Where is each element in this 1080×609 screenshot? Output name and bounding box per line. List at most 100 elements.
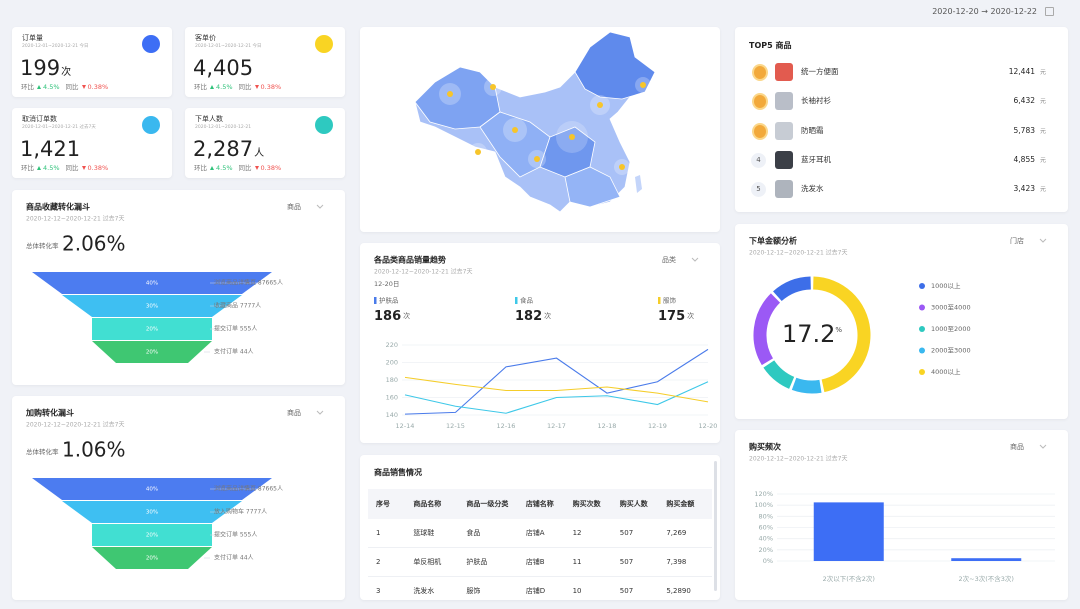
y-tick-label: 120% [754, 490, 773, 498]
table-row[interactable]: 3 洗发水 服饰 店铺D 10 507 5,2890 [368, 576, 712, 600]
kpi-icon[interactable] [315, 35, 333, 53]
table-cell: 店铺D [517, 576, 565, 600]
hotspot [447, 91, 453, 97]
bar [951, 558, 1022, 561]
dropdown-chevron[interactable] [1039, 238, 1047, 243]
funnel-stage-label: 收藏商品 7777人 [214, 302, 261, 310]
center-value: 17.2 [782, 320, 835, 348]
series-line [404, 376, 709, 403]
mom-label: 环比 [194, 164, 207, 172]
funnel-stage-label: 放入购物车 7777人 [214, 508, 267, 516]
card-title: 下单金额分析 [749, 236, 797, 246]
scrollbar[interactable] [714, 461, 717, 591]
series-total: 182 [515, 309, 542, 324]
line-chart: 各品类商品销量趋势 2020-12-12~2020-12-21 过去7天 品类 12-… [373, 255, 717, 431]
series-unit: 次 [403, 311, 410, 320]
dropdown-chevron[interactable] [316, 410, 324, 415]
kpi-icon[interactable] [142, 35, 160, 53]
legend-dot [919, 304, 925, 311]
hotspot [640, 82, 646, 88]
y-tick-label: 40% [759, 535, 773, 543]
funnel-value-label: 40% [146, 487, 158, 493]
legend-label: 3000至4000 [931, 304, 971, 312]
filter-dropdown[interactable]: 商品 [287, 202, 301, 211]
table-row[interactable]: 2 单反相机 护肤品 店铺B 11 507 7,398 [368, 547, 712, 577]
product-thumb [775, 150, 793, 169]
dropdown-chevron[interactable] [316, 204, 324, 209]
filter-dropdown[interactable]: 商品 [1010, 442, 1024, 451]
amount-unit: 元 [1039, 127, 1046, 135]
chart-date: 12-20日 [374, 280, 399, 288]
mom-value: 4.5% [216, 164, 233, 172]
donut-card: 下单金额分析 2020-12-12~2020-12-21 过去7天 门店 1000以上… [735, 224, 1068, 419]
product-amount: 6,432 [1013, 96, 1035, 106]
series-unit: 次 [687, 311, 694, 320]
filter-dropdown[interactable]: 商品 [287, 408, 301, 417]
product-name: 蓝牙耳机 [801, 154, 831, 164]
mom-value: 4.5% [43, 164, 60, 172]
funnel-layer [92, 524, 212, 546]
card-title: 商品销售情况 [374, 468, 422, 477]
product-thumb [775, 180, 793, 199]
rank-badge: 4 [751, 152, 766, 168]
dropdown-chevron[interactable] [1039, 444, 1047, 449]
card-title: 加购转化漏斗 [25, 408, 74, 418]
series-total-row: 186 次 [374, 309, 410, 324]
mom-value: 4.5% [216, 83, 233, 91]
dropdown-chevron[interactable] [691, 257, 699, 262]
kpi-compare: 环比 4.5% 同比 0.38% [194, 82, 281, 92]
funnel-layer [92, 341, 212, 363]
table-header-row: 序号 商品名称 商品一级分类 店铺名称 购买次数 购买人数 购买金额 [368, 489, 712, 519]
yoy-value: 0.38% [87, 164, 109, 172]
hotspot [569, 134, 575, 140]
table-header: 购买人数 [611, 489, 659, 519]
kpi-value-row: 199次 [20, 57, 71, 84]
mom-label: 环比 [21, 164, 34, 172]
overall-value: 2.06% [62, 232, 126, 256]
bar-chart: 购买频次 2020-12-12~2020-12-21 过去7天 商品 0% 20% 40%… [749, 442, 1055, 583]
funnel-stage-label: 提交订单 555人 [214, 325, 257, 333]
date-range[interactable]: 2020-12-20 → 2020-12-22 [932, 7, 1037, 16]
table-header: 店铺名称 [517, 489, 565, 519]
calendar-icon[interactable] [1045, 7, 1054, 16]
up-arrow [37, 85, 41, 89]
y-tick-label: 0% [763, 557, 773, 565]
hotspot [490, 84, 496, 90]
donut-segment [753, 293, 781, 366]
kpi-value-row: 4,405 [193, 57, 253, 79]
bar-card: 购买频次 2020-12-12~2020-12-21 过去7天 商品 0% 20% 40%… [735, 430, 1068, 600]
filter-dropdown[interactable]: 品类 [662, 255, 676, 264]
kpi-icon[interactable] [315, 116, 333, 134]
kpi-period: 2020-12-01~2020-12-21 今日 [195, 44, 262, 49]
overall-label: 总体转化率 [26, 241, 59, 250]
donut-segment [791, 377, 822, 394]
kpi-period: 2020-12-01~2020-12-21 今日 [22, 44, 89, 49]
table-cell: 服饰 [458, 576, 518, 600]
date-range-picker[interactable]: 2020-12-20 → 2020-12-22 [932, 7, 1054, 16]
funnel-layer [62, 501, 242, 523]
legend-dot [919, 283, 925, 289]
product-thumb [775, 92, 793, 111]
map-region [635, 175, 642, 193]
donut-segment [812, 276, 871, 393]
series-line [404, 348, 709, 415]
table-row[interactable]: 1 篮球鞋 食品 店铺A 12 507 7,269 [368, 519, 712, 548]
yoy-label: 同比 [65, 83, 79, 91]
table-cell: 店铺B [517, 547, 565, 577]
product-thumb [775, 63, 793, 81]
funnel-layer [32, 272, 272, 294]
table-cell: 507 [611, 519, 659, 548]
funnel-value-label: 20% [146, 556, 158, 562]
filter-dropdown[interactable]: 门店 [1010, 236, 1024, 245]
amount-unit: 元 [1039, 69, 1046, 76]
kpi-compare: 环比 4.5% 同比 0.38% [21, 82, 108, 92]
funnel-stage-label: 提交订单 555人 [214, 531, 257, 539]
y-tick-label: 100% [754, 501, 773, 509]
x-tick-label: 12-17 [547, 422, 566, 430]
yoy-value: 0.38% [260, 164, 282, 172]
product-name: 洗发水 [801, 184, 824, 194]
table-header: 购买金额 [658, 489, 712, 519]
product-amount: 4,855 [1013, 154, 1035, 164]
kpi-icon[interactable] [142, 116, 160, 134]
product-amount: 5,783 [1013, 125, 1035, 135]
